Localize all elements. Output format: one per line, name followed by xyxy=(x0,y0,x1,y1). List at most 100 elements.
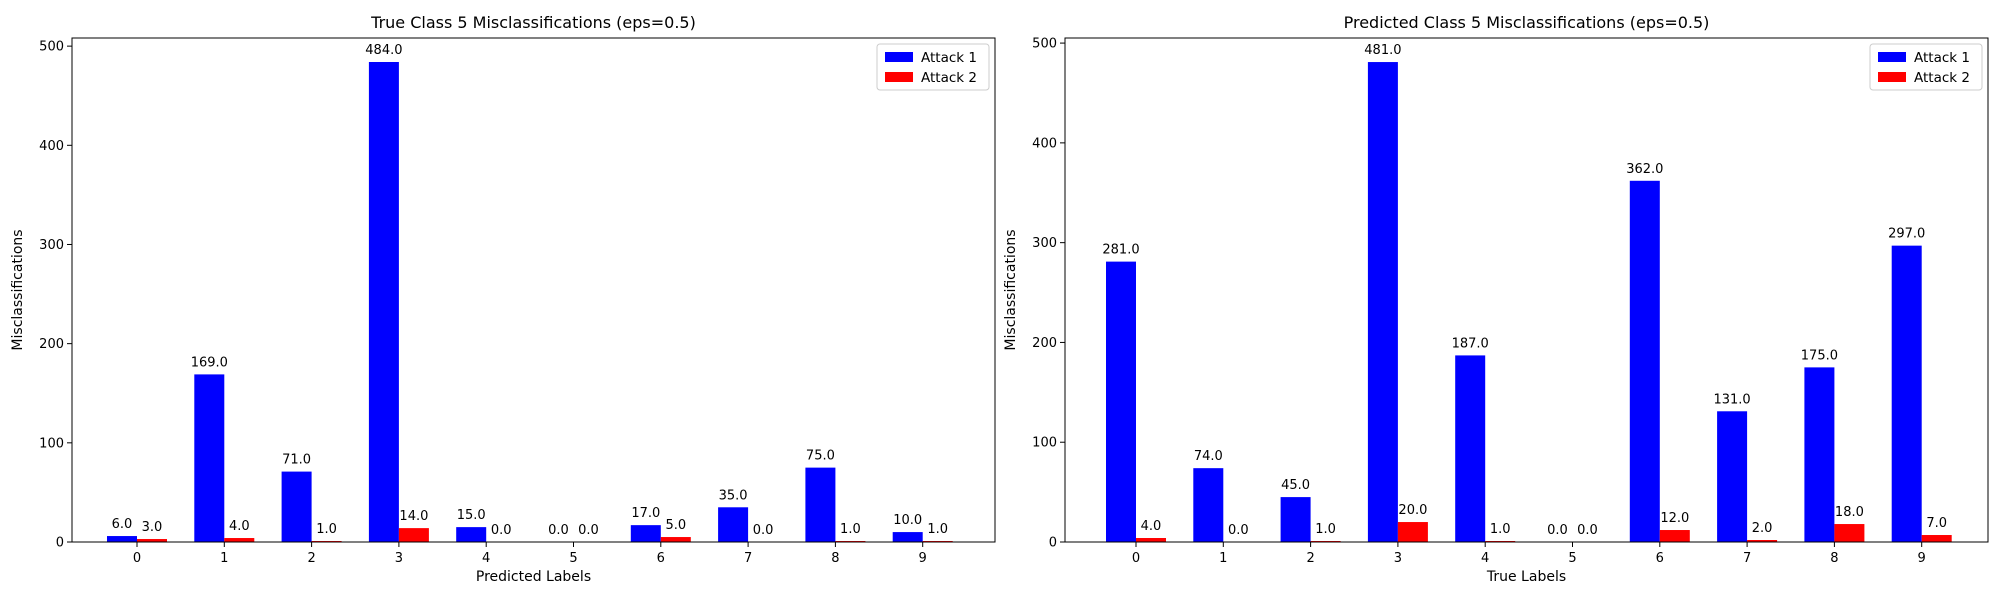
chart-1-xtick-label: 3 xyxy=(395,551,403,566)
chart-2-data-label: 281.0 xyxy=(1102,243,1139,258)
chart-2-ytick-label: 200 xyxy=(1032,336,1057,351)
chart-1-data-label: 75.0 xyxy=(806,449,835,464)
chart-2-plot-frame xyxy=(1064,37,1989,543)
chart-2-ytick-label: 500 xyxy=(1032,37,1057,52)
chart-1-legend-entry: Attack 1 xyxy=(921,50,977,66)
chart-1-legend-entry: Attack 2 xyxy=(921,70,977,86)
chart-1-bar-attack-1-2 xyxy=(281,471,312,542)
chart-1-bar-attack-1-9 xyxy=(892,532,923,542)
chart-2-data-label: 74.0 xyxy=(1194,449,1223,464)
chart-1-data-label: 3.0 xyxy=(142,520,163,535)
chart-1-data-label: 169.0 xyxy=(191,355,228,370)
chart-2-xtick-label: 1 xyxy=(1219,551,1227,566)
chart-1-legend: Attack 1 Attack 2 xyxy=(876,43,990,91)
chart-2-bar-attack-2-3 xyxy=(1397,522,1428,542)
chart-2-data-label: 0.0 xyxy=(1547,523,1568,538)
chart-2-bar-attack-1-2 xyxy=(1280,497,1311,542)
chart-2-data-label: 131.0 xyxy=(1713,392,1750,407)
chart-1-bar-attack-1-0 xyxy=(107,536,137,542)
chart-2-bar-attack-1-9 xyxy=(1891,245,1922,543)
chart-1-legend-swatch xyxy=(885,72,913,82)
chart-2-data-label: 7.0 xyxy=(1926,516,1947,531)
chart-2-bar-attack-1-1 xyxy=(1193,468,1224,542)
chart-1-data-label: 0.0 xyxy=(491,523,512,538)
chart-1-ylabel: Misclassifications xyxy=(10,229,26,350)
chart-1-legend-swatch xyxy=(885,52,913,62)
chart-2-xtick-label: 6 xyxy=(1656,551,1664,566)
chart-2-xtick-label: 2 xyxy=(1306,551,1314,566)
chart-1-bar-attack-2-0 xyxy=(137,539,167,542)
chart-2-xtick-label: 7 xyxy=(1743,551,1751,566)
chart-1: True Class 5 Misclassifications (eps=0.5… xyxy=(10,13,996,585)
chart-2-legend: Attack 1 Attack 2 xyxy=(1869,43,1983,91)
chart-2-xtick-label: 3 xyxy=(1394,551,1402,566)
chart-1-data-label: 10.0 xyxy=(893,513,922,528)
chart-1-ytick-label: 200 xyxy=(39,337,64,352)
chart-2-bar-attack-1-4 xyxy=(1455,355,1486,542)
chart-1-data-label: 1.0 xyxy=(927,522,948,537)
chart-1-data-label: 1.0 xyxy=(316,522,337,537)
chart-1-xtick-label: 2 xyxy=(307,551,315,566)
chart-1-data-label: 484.0 xyxy=(365,43,402,58)
chart-1-data-label: 6.0 xyxy=(112,517,133,532)
chart-1-title: True Class 5 Misclassifications (eps=0.5… xyxy=(370,13,696,32)
chart-1-bar-attack-2-6 xyxy=(660,537,691,542)
chart-1-data-label: 71.0 xyxy=(282,453,311,468)
chart-2-data-label: 0.0 xyxy=(1228,523,1249,538)
chart-1-data-label: 0.0 xyxy=(753,523,774,538)
chart-2-data-label: 12.0 xyxy=(1660,511,1689,526)
chart-2-data-label: 1.0 xyxy=(1315,522,1336,537)
chart-1-data-label: 4.0 xyxy=(229,519,250,534)
chart-2: Predicted Class 5 Misclassifications (ep… xyxy=(1003,13,1989,585)
chart-1-ytick-label: 500 xyxy=(39,40,64,55)
chart-2-bar-attack-2-9 xyxy=(1921,535,1952,542)
chart-1-data-label: 0.0 xyxy=(548,523,569,538)
chart-1-xtick-label: 8 xyxy=(831,551,839,566)
chart-1-ytick-label: 400 xyxy=(39,139,64,154)
chart-2-bar-attack-1-7 xyxy=(1717,411,1748,542)
chart-2-legend-swatch xyxy=(1878,52,1906,62)
chart-1-ytick-label: 100 xyxy=(39,436,64,451)
chart-1-ytick-label: 300 xyxy=(39,238,64,253)
chart-2-xtick-label: 0 xyxy=(1132,551,1140,566)
chart-1-data-label: 5.0 xyxy=(665,518,686,533)
chart-2-bar-attack-2-7 xyxy=(1747,540,1778,542)
chart-2-ytick-label: 400 xyxy=(1032,136,1057,151)
chart-2-legend-entry: Attack 1 xyxy=(1914,50,1970,66)
chart-2-xtick-label: 9 xyxy=(1918,551,1926,566)
chart-2-bar-attack-1-8 xyxy=(1804,367,1835,542)
chart-1-data-label: 0.0 xyxy=(578,523,599,538)
chart-2-title: Predicted Class 5 Misclassifications (ep… xyxy=(1344,13,1710,32)
chart-2-legend-entry: Attack 2 xyxy=(1914,70,1970,86)
chart-1-bar-attack-1-3 xyxy=(368,62,399,542)
chart-2-data-label: 4.0 xyxy=(1141,519,1162,534)
chart-1-xtick-label: 9 xyxy=(919,551,927,566)
chart-1-data-label: 1.0 xyxy=(840,522,861,537)
chart-2-bar-attack-1-0 xyxy=(1106,261,1136,542)
chart-1-plot-frame xyxy=(71,37,996,543)
chart-1-bar-attack-2-3 xyxy=(398,528,429,542)
chart-1-data-label: 35.0 xyxy=(719,488,748,503)
chart-2-data-label: 297.0 xyxy=(1888,227,1925,242)
chart-1-bar-attack-1-1 xyxy=(194,374,225,542)
chart-1-xlabel: Predicted Labels xyxy=(476,569,591,585)
chart-2-bar-attack-2-6 xyxy=(1659,530,1690,542)
chart-1-bar-attack-1-4 xyxy=(456,527,487,542)
chart-2-data-label: 187.0 xyxy=(1452,336,1489,351)
chart-2-data-label: 0.0 xyxy=(1577,523,1598,538)
chart-1-xtick-label: 1 xyxy=(220,551,228,566)
chart-1-bar-attack-2-1 xyxy=(224,538,255,542)
chart-1-bar-attack-1-6 xyxy=(630,525,661,542)
chart-1-xtick-label: 5 xyxy=(569,551,577,566)
chart-2-xtick-label: 4 xyxy=(1481,551,1489,566)
chart-2-data-label: 481.0 xyxy=(1364,43,1401,58)
chart-1-ytick-label: 0 xyxy=(56,536,64,551)
chart-2-bar-attack-2-8 xyxy=(1834,524,1865,542)
chart-1-data-label: 15.0 xyxy=(457,508,486,523)
chart-2-data-label: 45.0 xyxy=(1281,478,1310,493)
chart-1-xtick-label: 0 xyxy=(133,551,141,566)
chart-1-bar-attack-1-7 xyxy=(718,507,749,542)
chart-1-xtick-label: 7 xyxy=(744,551,752,566)
chart-1-xtick-label: 6 xyxy=(657,551,665,566)
chart-2-ylabel: Misclassifications xyxy=(1003,229,1019,350)
